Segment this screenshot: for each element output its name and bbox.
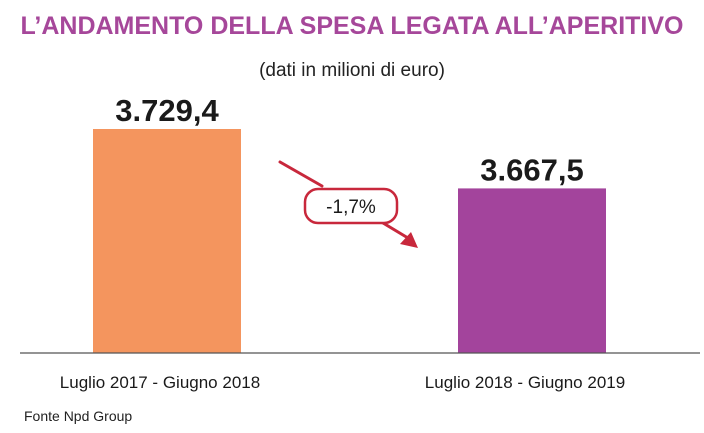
chart-subtitle: (dati in milioni di euro) [259, 60, 445, 81]
category-label: Luglio 2017 - Giugno 2018 [60, 373, 260, 392]
arrow-head-icon [400, 232, 418, 248]
change-badge [303, 187, 399, 225]
bar-1 [93, 129, 241, 353]
bar-value-label: 3.667,5 [480, 152, 583, 187]
chart-title: L’ANDAMENTO DELLA SPESA LEGATA ALL’APERI… [20, 12, 684, 40]
bar-value-label: 3.729,4 [115, 93, 219, 128]
source-note: Fonte Npd Group [24, 408, 133, 424]
arrow-segment-top [278, 160, 324, 188]
category-label: Luglio 2018 - Giugno 2019 [425, 373, 625, 392]
bar-2 [458, 188, 606, 353]
change-label: -1,7% [326, 197, 376, 218]
